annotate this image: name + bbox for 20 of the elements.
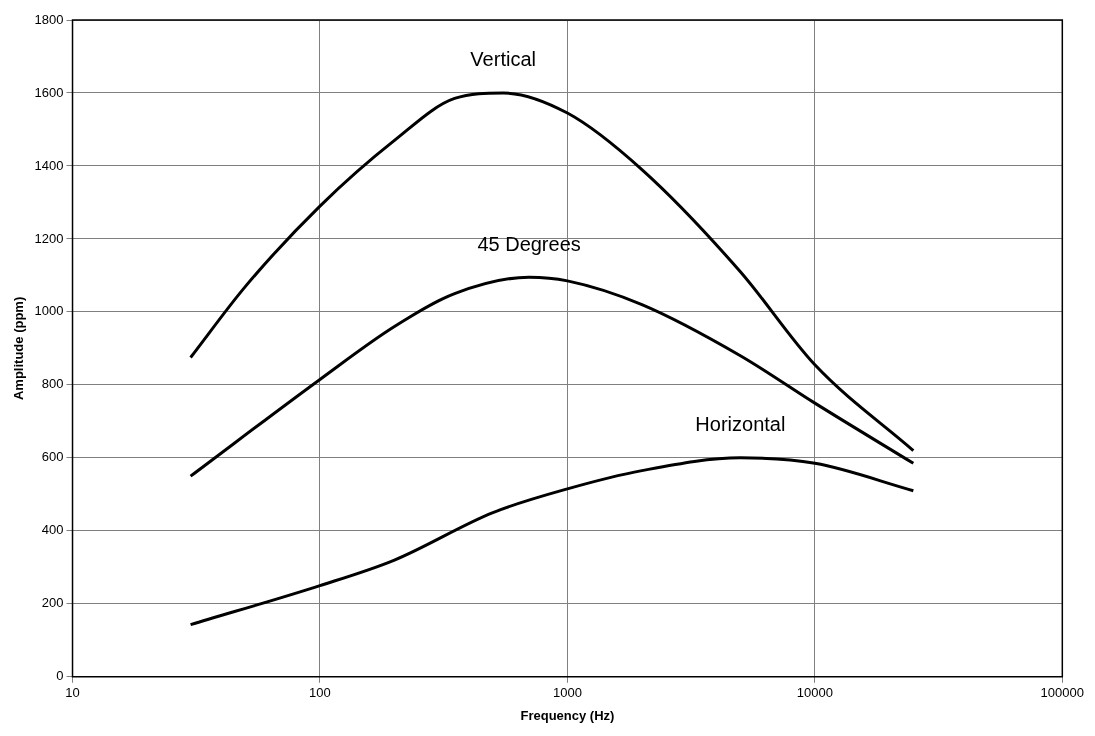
series-label: Horizontal — [695, 413, 786, 436]
y-tick-label: 400 — [41, 522, 64, 538]
series-label: 45 Degrees — [477, 232, 581, 255]
y-tick-label: 1200 — [34, 230, 64, 246]
y-tick-label: 1000 — [34, 303, 64, 319]
y-tick-label: 600 — [41, 449, 64, 465]
y-axis-title: Amplitude (ppm) — [11, 296, 27, 401]
y-tick-label: 1600 — [34, 84, 64, 100]
y-tick-label: 0 — [56, 668, 64, 684]
y-tick-label: 1800 — [34, 11, 64, 27]
x-tick-label: 100 — [309, 685, 331, 701]
series-label: Vertical — [470, 48, 536, 71]
y-tick-label: 200 — [41, 595, 64, 611]
x-tick-label: 100000 — [1040, 685, 1085, 701]
x-axis-title: Frequency (Hz) — [520, 707, 615, 723]
x-tick-label: 10 — [65, 685, 80, 701]
y-tick-label: 800 — [41, 376, 64, 392]
x-tick-label: 1000 — [552, 685, 582, 701]
x-tick-label: 10000 — [796, 685, 833, 701]
y-tick-label: 1400 — [34, 157, 64, 173]
